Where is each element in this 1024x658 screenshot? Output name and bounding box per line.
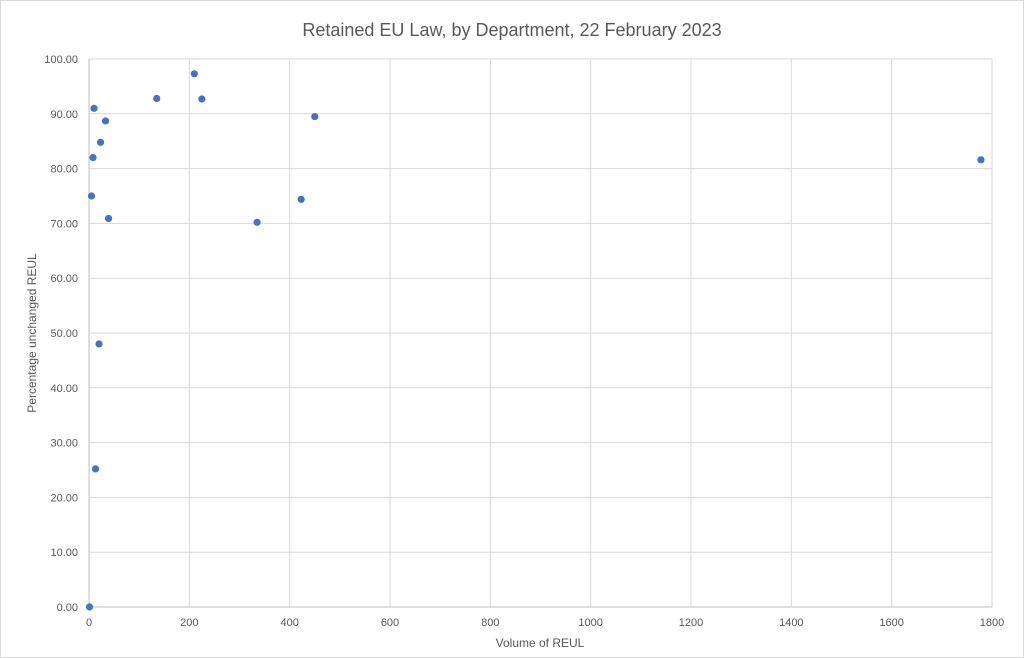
x-axis-label: Volume of REUL [496, 636, 585, 650]
x-tick-label: 1600 [879, 617, 903, 629]
y-axis-label: Percentage unchanged REUL [25, 253, 39, 413]
y-tick-label: 80.00 [50, 164, 78, 176]
y-tick-label: 60.00 [50, 273, 78, 285]
y-gridlines [89, 58, 992, 608]
data-point [87, 192, 96, 200]
data-point [153, 94, 161, 103]
data-point [95, 340, 103, 348]
data-point [311, 112, 319, 121]
x-tick-label: 200 [180, 617, 198, 629]
chart-title: Retained EU Law, by Department, 22 Febru… [302, 20, 721, 40]
data-point [85, 603, 94, 611]
data-point [198, 95, 206, 103]
x-tick-labels: 0 200 400 600 800 1000 1200 1400 1600 1800 [86, 617, 1004, 629]
y-tick-label: 70.00 [50, 218, 78, 230]
x-tick-label: 400 [280, 617, 298, 629]
x-tick-label: 800 [481, 617, 499, 629]
data-point [96, 138, 105, 146]
y-tick-label: 100.00 [44, 54, 78, 66]
y-tick-label: 90.00 [50, 109, 78, 121]
data-point [190, 70, 198, 78]
data-point [91, 465, 100, 473]
data-points [85, 70, 985, 611]
x-tick-label: 0 [86, 617, 92, 629]
x-tick-label: 1200 [679, 617, 703, 629]
y-tick-label: 50.00 [50, 328, 78, 340]
data-point [101, 117, 110, 125]
y-tick-label: 40.00 [50, 383, 78, 395]
x-tick-label: 1000 [578, 617, 602, 629]
data-point [90, 104, 98, 112]
x-tick-label: 600 [381, 617, 399, 629]
x-tick-label: 1800 [980, 617, 1004, 629]
y-tick-label: 0.00 [57, 602, 78, 614]
y-tick-labels: 0.00 10.00 20.00 30.00 40.00 50.00 60.00 70.00 8… [44, 54, 78, 614]
data-point [104, 214, 113, 223]
data-point [89, 154, 97, 162]
y-tick-label: 20.00 [50, 492, 78, 504]
y-tick-label: 30.00 [50, 438, 78, 450]
data-point [297, 195, 305, 203]
data-point [253, 218, 261, 226]
data-point [977, 156, 985, 164]
y-tick-label: 10.00 [50, 547, 78, 559]
x-tick-label: 1400 [779, 617, 803, 629]
